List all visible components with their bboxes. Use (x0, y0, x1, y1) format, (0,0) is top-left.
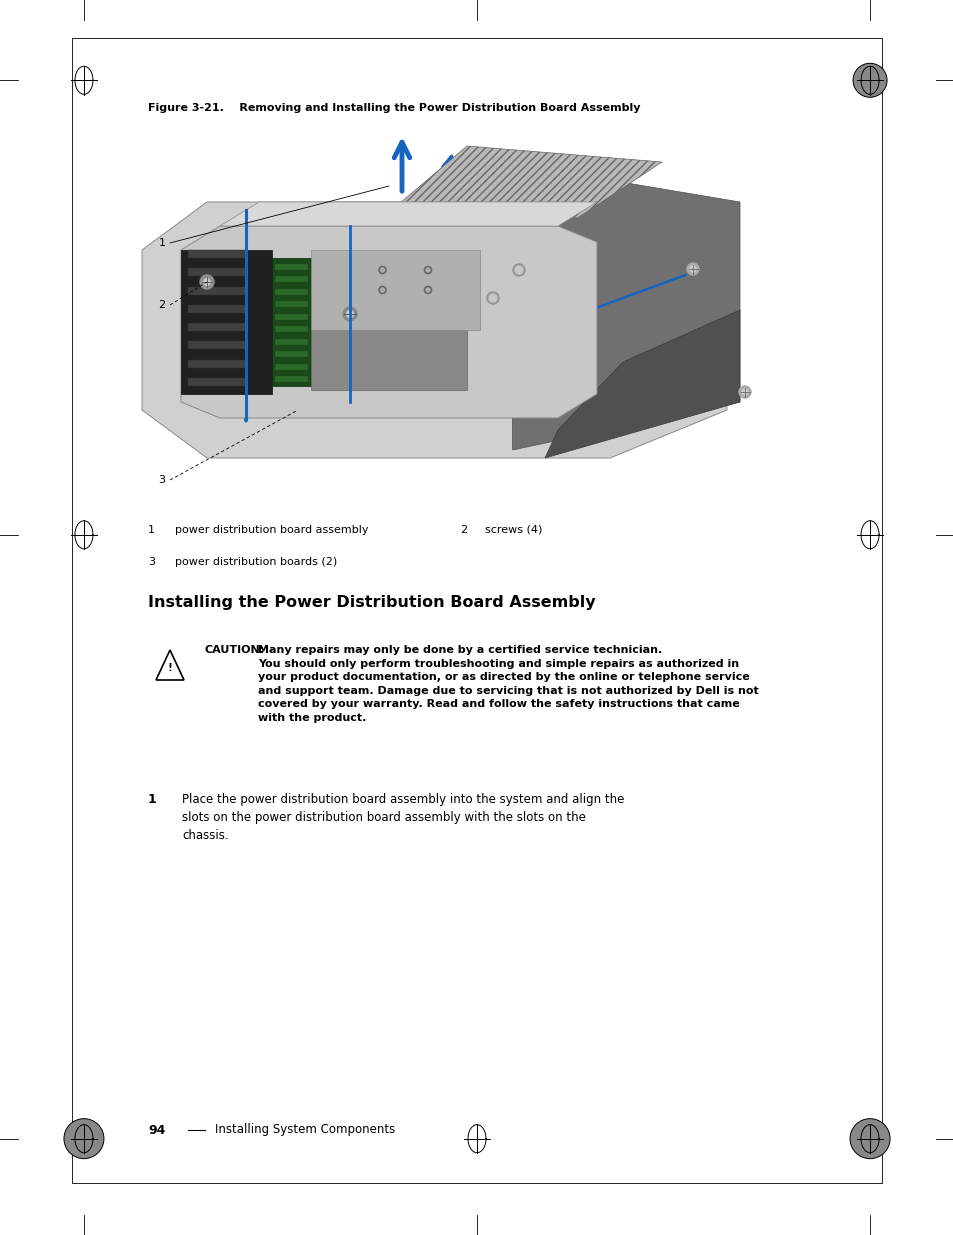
Text: 2: 2 (158, 300, 166, 310)
Circle shape (739, 387, 750, 398)
Polygon shape (275, 264, 308, 270)
Polygon shape (181, 226, 597, 417)
Polygon shape (188, 359, 246, 368)
Polygon shape (156, 650, 184, 680)
Polygon shape (275, 375, 308, 382)
Polygon shape (275, 301, 308, 308)
Circle shape (486, 291, 498, 304)
Text: Installing System Components: Installing System Components (214, 1124, 395, 1136)
Polygon shape (275, 338, 308, 345)
Circle shape (852, 63, 886, 98)
Polygon shape (188, 305, 246, 312)
Circle shape (426, 288, 430, 291)
Circle shape (689, 266, 696, 272)
Circle shape (380, 268, 384, 272)
Circle shape (513, 264, 524, 275)
Circle shape (426, 268, 430, 272)
Circle shape (686, 263, 699, 275)
Text: 3: 3 (148, 557, 154, 567)
Circle shape (346, 310, 354, 317)
Circle shape (64, 1119, 104, 1158)
Polygon shape (311, 203, 505, 242)
Polygon shape (512, 178, 740, 450)
Polygon shape (181, 249, 272, 394)
Polygon shape (142, 203, 726, 458)
Polygon shape (275, 326, 308, 332)
Polygon shape (188, 268, 246, 277)
Text: Place the power distribution board assembly into the system and align the
slots : Place the power distribution board assem… (182, 793, 623, 842)
Polygon shape (188, 287, 246, 295)
Polygon shape (275, 314, 308, 320)
Text: power distribution board assembly: power distribution board assembly (174, 525, 368, 535)
Polygon shape (311, 330, 467, 390)
Text: 2: 2 (459, 525, 467, 535)
Bar (71, 38, 882, 1183)
Circle shape (741, 389, 747, 395)
Text: 1: 1 (158, 238, 165, 248)
Polygon shape (272, 258, 311, 387)
Polygon shape (275, 277, 308, 283)
Text: CAUTION:: CAUTION: (205, 645, 265, 655)
Text: 94: 94 (148, 1124, 165, 1136)
Polygon shape (544, 310, 740, 458)
Text: 1: 1 (148, 793, 156, 806)
Polygon shape (382, 146, 661, 219)
Polygon shape (188, 341, 246, 350)
Polygon shape (275, 363, 308, 369)
Circle shape (378, 287, 386, 294)
Polygon shape (275, 289, 308, 295)
Text: 3: 3 (158, 475, 165, 485)
Text: screws (4): screws (4) (484, 525, 542, 535)
Text: power distribution boards (2): power distribution boards (2) (174, 557, 337, 567)
Polygon shape (311, 249, 479, 330)
Circle shape (343, 308, 356, 321)
Polygon shape (188, 378, 246, 387)
Circle shape (200, 275, 213, 289)
Circle shape (489, 294, 496, 301)
Circle shape (204, 279, 210, 285)
Text: Many repairs may only be done by a certified service technician.
You should only: Many repairs may only be done by a certi… (257, 645, 758, 722)
Text: Installing the Power Distribution Board Assembly: Installing the Power Distribution Board … (148, 595, 595, 610)
Circle shape (380, 288, 384, 291)
Text: 1: 1 (148, 525, 154, 535)
Circle shape (849, 1119, 889, 1158)
Circle shape (515, 267, 522, 273)
Circle shape (378, 266, 386, 274)
Circle shape (423, 266, 432, 274)
Polygon shape (188, 324, 246, 331)
Circle shape (423, 287, 432, 294)
Text: Figure 3-21.    Removing and Installing the Power Distribution Board Assembly: Figure 3-21. Removing and Installing the… (148, 103, 639, 112)
Polygon shape (275, 351, 308, 357)
Text: !: ! (168, 663, 172, 673)
Polygon shape (188, 249, 246, 258)
Polygon shape (220, 203, 597, 226)
